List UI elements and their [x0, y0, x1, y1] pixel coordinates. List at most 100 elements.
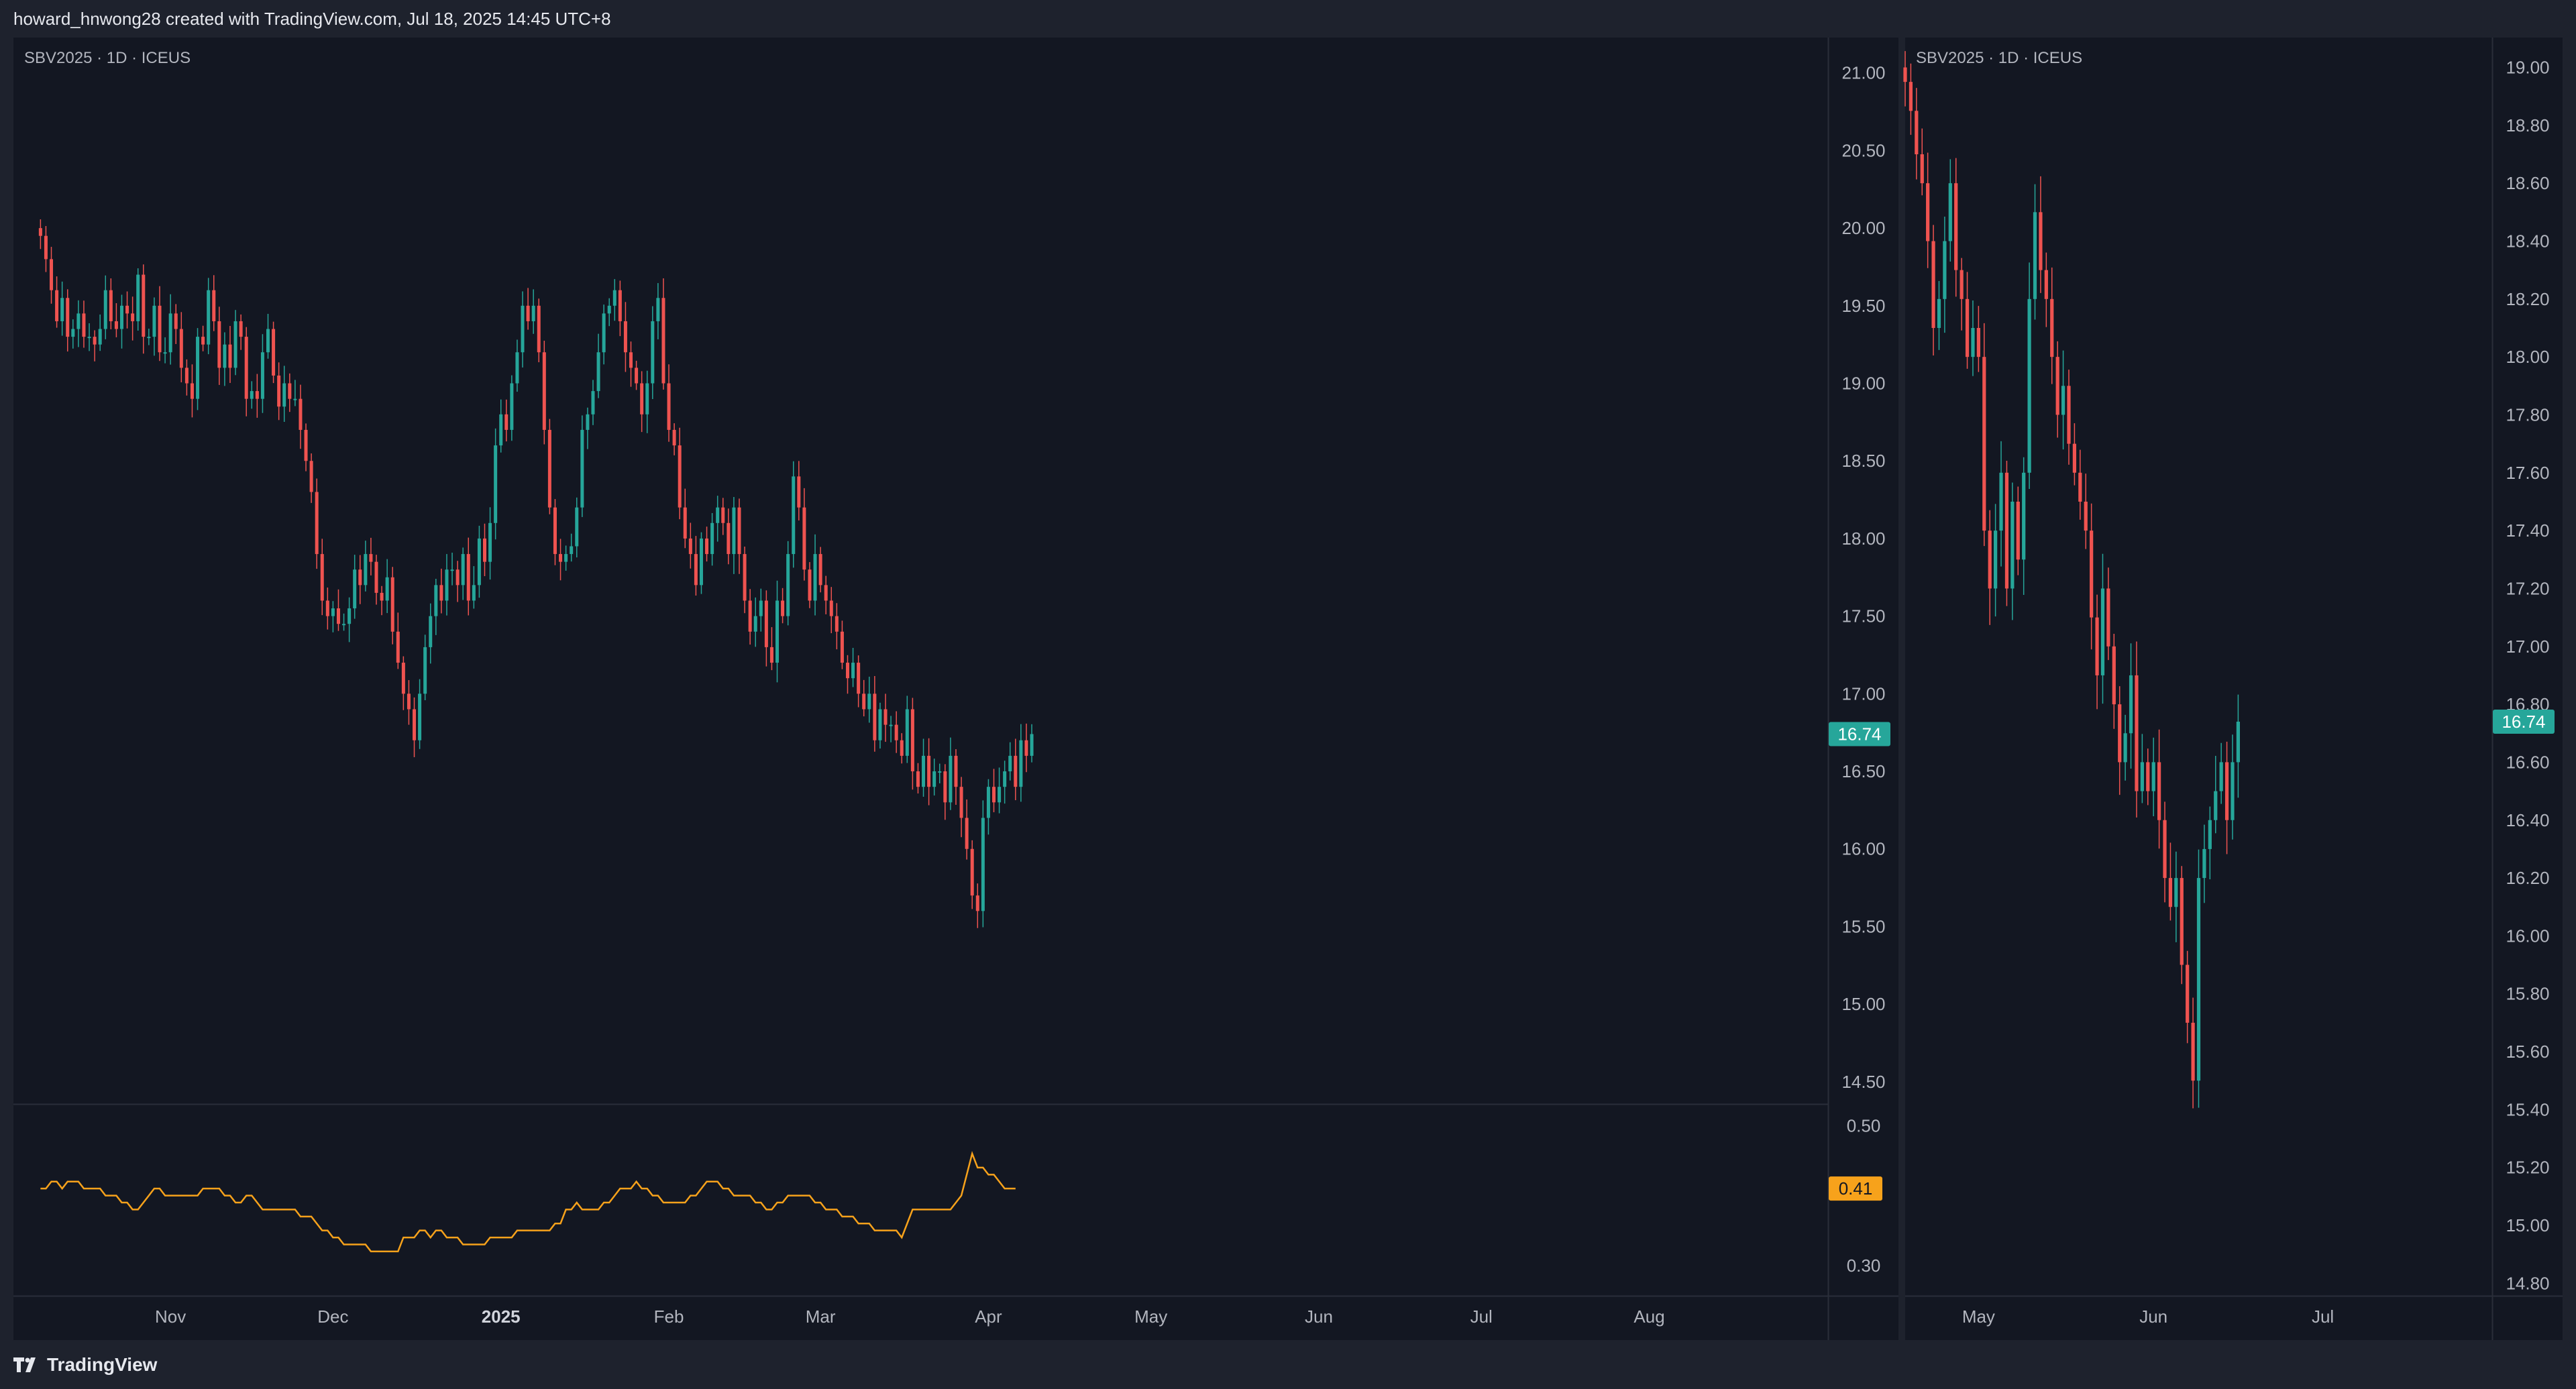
candle-body: [905, 709, 909, 756]
candle-body: [2010, 501, 2015, 589]
price-tick-label: 19.50: [1841, 296, 1885, 316]
candle-body: [2100, 588, 2105, 675]
candle-body: [672, 429, 676, 446]
right-chart-panel[interactable]: 19.00 18.80 18.60 18.40 18.20 18.00 17.80 17.60…: [1903, 38, 2563, 1340]
candle-body: [753, 616, 757, 632]
price-tick-label: 21.00: [1841, 63, 1885, 83]
time-tick-label: Dec: [317, 1307, 348, 1327]
left-chart-panel[interactable]: 21.00 20.50 20.00 19.50 19.00 18.50 18.00 17.50…: [13, 38, 1898, 1340]
right-time-axis[interactable]: May Jun Jul: [1962, 1307, 2334, 1327]
candle-body: [309, 461, 313, 492]
candle-body: [510, 383, 514, 430]
candle-body: [721, 507, 725, 523]
candle-body: [2168, 878, 2173, 907]
candle-body: [2186, 964, 2190, 1023]
price-tick-label: 17.00: [1841, 683, 1885, 704]
right-price-axis[interactable]: 19.00 18.80 18.60 18.40 18.20 18.00 17.80 17.60…: [2493, 58, 2555, 1294]
candle-body: [656, 298, 660, 321]
price-tick-label: 17.50: [1841, 606, 1885, 626]
time-tick-label: Jun: [1305, 1307, 1333, 1327]
candle-body: [1943, 241, 1947, 299]
price-tick-label: 16.20: [2506, 868, 2549, 888]
candle-body: [2078, 472, 2082, 502]
left-time-axis[interactable]: Nov Dec 2025 Feb Mar Apr May Jun Jul Aug: [155, 1307, 1665, 1327]
candle-body: [439, 585, 443, 601]
candle-body: [743, 554, 747, 601]
candle-body: [878, 709, 882, 740]
right-time-axis-bg: [1905, 1296, 2492, 1340]
candle-body: [66, 298, 70, 337]
candle-body: [1988, 531, 1992, 589]
time-tick-label: May: [1134, 1307, 1167, 1327]
last-price-label: 16.74: [1837, 724, 1881, 744]
price-tick-label: 16.00: [2506, 926, 2549, 946]
candle-body: [623, 321, 627, 353]
candle-body: [168, 313, 172, 353]
candle-body: [119, 305, 123, 329]
candle-body: [1920, 154, 1924, 184]
candle-body: [910, 709, 914, 772]
candle-body: [304, 429, 308, 461]
candle-body: [1971, 327, 1975, 357]
candle-body: [364, 554, 368, 586]
candle-body: [55, 290, 59, 321]
candle-body: [526, 305, 530, 321]
candle-body: [575, 507, 579, 547]
candle-body: [949, 755, 953, 803]
tradingview-brand[interactable]: TradingView: [13, 1354, 157, 1376]
indicator-line: [40, 1151, 1016, 1253]
candle-body: [207, 290, 211, 345]
last-price-badge: [2493, 710, 2555, 734]
candle-body: [1937, 298, 1941, 328]
candle-body: [233, 321, 237, 368]
candle-body: [2231, 762, 2235, 820]
candle-body: [2202, 848, 2206, 879]
footer-bar: TradingView: [0, 1340, 2576, 1389]
candle-body: [369, 554, 373, 562]
candle-body: [1948, 183, 1952, 241]
time-tick-label: Jul: [2312, 1307, 2334, 1327]
time-tick-label: Feb: [654, 1307, 684, 1327]
candle-body: [136, 274, 140, 321]
candle-body: [602, 313, 606, 353]
candle-body: [2135, 675, 2139, 791]
candle-body: [445, 569, 449, 601]
candle-body: [87, 337, 91, 339]
candle-body: [385, 577, 389, 601]
candle-body: [678, 445, 682, 508]
candle-body: [531, 305, 535, 321]
candle-body: [494, 445, 498, 523]
price-tick-label: 18.00: [1841, 529, 1885, 549]
candle-body: [748, 600, 752, 632]
candle-body: [179, 329, 183, 368]
candle-body: [2090, 531, 2094, 618]
candle-body: [922, 755, 926, 787]
candle-body: [2208, 820, 2212, 849]
candle-body: [282, 383, 286, 407]
price-tick-label: 18.40: [2506, 231, 2549, 252]
candle-body: [1931, 241, 1935, 328]
candle-body: [71, 329, 75, 337]
candle-body: [900, 740, 904, 756]
candle-body: [835, 616, 839, 632]
candle-body: [2191, 1022, 2195, 1081]
candle-body: [2061, 386, 2065, 415]
candle-body: [986, 787, 990, 818]
candle-body: [1903, 67, 1907, 82]
candle-body: [320, 554, 324, 601]
candle-body: [2039, 212, 2043, 270]
candle-body: [2022, 472, 2026, 560]
candle-body: [586, 414, 590, 430]
charts-canvas[interactable]: 21.00 20.50 20.00 19.50 19.00 18.50 18.00 17.50…: [0, 38, 2576, 1340]
candle-body: [2004, 472, 2009, 589]
tradingview-logo-icon: [13, 1357, 36, 1372]
candle-body: [429, 616, 433, 647]
candle-body: [2055, 357, 2059, 415]
left-price-axis[interactable]: 21.00 20.50 20.00 19.50 19.00 18.50 18.00 17.50…: [1829, 63, 1890, 1092]
price-tick-label: 16.40: [2506, 810, 2549, 830]
candle-body: [591, 391, 595, 414]
candle-body: [2050, 298, 2054, 357]
candle-body: [2033, 212, 2037, 299]
price-tick-label: 20.50: [1841, 140, 1885, 160]
left-symbol-label: SBV2025 · 1D · ICEUS: [24, 49, 191, 67]
